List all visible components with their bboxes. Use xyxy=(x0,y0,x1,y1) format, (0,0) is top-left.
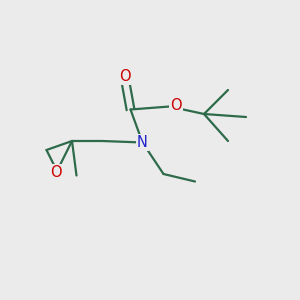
Text: O: O xyxy=(170,98,182,112)
Text: O: O xyxy=(50,165,61,180)
Text: N: N xyxy=(137,135,148,150)
Text: O: O xyxy=(119,69,130,84)
